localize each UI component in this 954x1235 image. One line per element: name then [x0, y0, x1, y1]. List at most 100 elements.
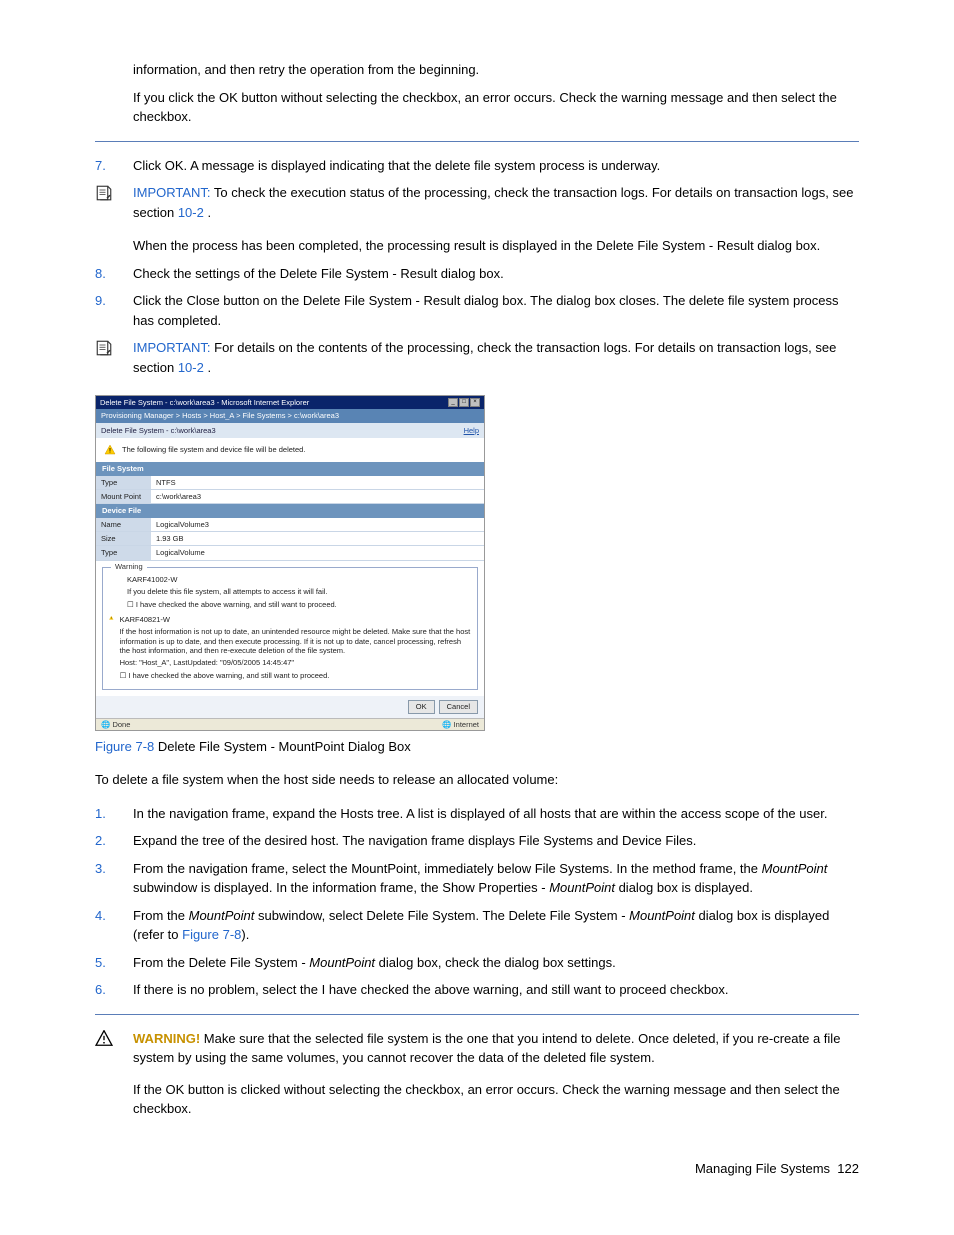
- alert-text: The following file system and device fil…: [122, 445, 305, 454]
- step-text: From the MountPoint subwindow, select De…: [133, 906, 859, 945]
- figure-label: Figure 7-8: [95, 739, 154, 754]
- step-2: 2. Expand the tree of the desired host. …: [95, 831, 859, 851]
- warn-host: Host: "Host_A", LastUpdated: "09/05/2005…: [120, 658, 471, 667]
- cont-p2: If you click the OK button without selec…: [133, 88, 859, 127]
- step-number: 2.: [95, 831, 133, 851]
- step-number: 8.: [95, 264, 133, 284]
- figure-link[interactable]: Figure 7-8: [182, 927, 241, 942]
- status-bar: 🌐 Done 🌐 Internet: [96, 718, 484, 730]
- page-footer: Managing File Systems 122: [95, 1159, 859, 1179]
- breadcrumb: Provisioning Manager > Hosts > Host_A > …: [96, 409, 484, 422]
- step-text: From the Delete File System - MountPoint…: [133, 953, 859, 973]
- important-tail: .: [204, 205, 211, 220]
- warning-legend: Warning: [111, 562, 147, 571]
- cell-label: Name: [96, 518, 151, 531]
- important-body: IMPORTANT: For details on the contents o…: [133, 338, 859, 377]
- step-text: Click OK. A message is displayed indicat…: [133, 156, 859, 176]
- cell-value: c:\work\area3: [151, 490, 484, 503]
- important-note-1: IMPORTANT: To check the execution status…: [95, 183, 859, 256]
- step-text: Check the settings of the Delete File Sy…: [133, 264, 859, 284]
- footer-page: 122: [837, 1161, 859, 1176]
- intro-paragraph: To delete a file system when the host si…: [95, 770, 859, 790]
- minimize-icon[interactable]: _: [448, 398, 458, 407]
- note-icon: [95, 183, 133, 256]
- important-label: IMPORTANT:: [133, 185, 211, 200]
- step-text: In the navigation frame, expand the Host…: [133, 804, 859, 824]
- step-number: 4.: [95, 906, 133, 945]
- warn-msg: If the host information is not up to dat…: [120, 627, 471, 655]
- status-zone: 🌐 Internet: [442, 720, 479, 729]
- figure-caption-text: Delete File System - MountPoint Dialog B…: [154, 739, 411, 754]
- warn-msg: If you delete this file system, all atte…: [127, 587, 471, 596]
- step-4: 4. From the MountPoint subwindow, select…: [95, 906, 859, 945]
- step-number: 3.: [95, 859, 133, 898]
- step-1: 1. In the navigation frame, expand the H…: [95, 804, 859, 824]
- cell-label: Type: [96, 476, 151, 489]
- section-link[interactable]: 10-2: [178, 205, 204, 220]
- proceed-checkbox[interactable]: ☐ I have checked the above warning, and …: [127, 600, 471, 609]
- maximize-icon[interactable]: □: [459, 398, 469, 407]
- warning-triangle-icon: !: [104, 444, 116, 456]
- divider: [95, 141, 859, 142]
- status-done: 🌐 Done: [101, 720, 130, 729]
- cell-value: 1.93 GB: [151, 532, 484, 545]
- step-7: 7. Click OK. A message is displayed indi…: [95, 156, 859, 176]
- warning-label: WARNING!: [133, 1031, 200, 1046]
- after-important-text: When the process has been completed, the…: [133, 236, 859, 256]
- warning-body: WARNING! Make sure that the selected fil…: [133, 1029, 859, 1119]
- step-6: 6. If there is no problem, select the I …: [95, 980, 859, 1000]
- step-number: 5.: [95, 953, 133, 973]
- cell-value: LogicalVolume3: [151, 518, 484, 531]
- important-text: For details on the contents of the proce…: [133, 340, 836, 375]
- df-header: Device File: [96, 504, 484, 517]
- divider: [95, 1014, 859, 1015]
- warning-triangle-icon: !: [109, 612, 114, 624]
- warning-group: Warning KARF41002-W If you delete this f…: [102, 567, 478, 690]
- warning-p2: If the OK button is clicked without sele…: [133, 1080, 859, 1119]
- warning-p1: Make sure that the selected file system …: [133, 1031, 840, 1066]
- dialog-alert: ! The following file system and device f…: [96, 438, 484, 462]
- important-text: To check the execution status of the pro…: [133, 185, 853, 220]
- dialog-screenshot: Delete File System - c:\work\area3 - Mic…: [95, 395, 485, 731]
- cell-label: Mount Point: [96, 490, 151, 503]
- step-5: 5. From the Delete File System - MountPo…: [95, 953, 859, 973]
- ok-button[interactable]: OK: [408, 700, 435, 713]
- cont-p1: information, and then retry the operatio…: [133, 60, 859, 80]
- table-row: TypeNTFS: [96, 476, 484, 490]
- figure-7-8: Delete File System - c:\work\area3 - Mic…: [95, 395, 859, 756]
- step-text: From the navigation frame, select the Mo…: [133, 859, 859, 898]
- step-8: 8. Check the settings of the Delete File…: [95, 264, 859, 284]
- step-text: Click the Close button on the Delete Fil…: [133, 291, 859, 330]
- dialog-subheader: Delete File System - c:\work\area3 Help: [96, 423, 484, 438]
- step-number: 9.: [95, 291, 133, 330]
- step-text: If there is no problem, select the I hav…: [133, 980, 859, 1000]
- cell-label: Size: [96, 532, 151, 545]
- dialog-buttons: OK Cancel: [96, 696, 484, 717]
- table-row: Mount Pointc:\work\area3: [96, 490, 484, 504]
- step-3: 3. From the navigation frame, select the…: [95, 859, 859, 898]
- footer-section: Managing File Systems: [695, 1161, 830, 1176]
- warning-icon: [95, 1029, 133, 1119]
- section-link[interactable]: 10-2: [178, 360, 204, 375]
- svg-text:!: !: [109, 449, 111, 455]
- warning-note: WARNING! Make sure that the selected fil…: [95, 1029, 859, 1119]
- cell-label: Type: [96, 546, 151, 559]
- help-link[interactable]: Help: [464, 426, 479, 435]
- step-number: 1.: [95, 804, 133, 824]
- important-tail: .: [204, 360, 211, 375]
- step-9: 9. Click the Close button on the Delete …: [95, 291, 859, 330]
- continuation-block: information, and then retry the operatio…: [133, 60, 859, 127]
- dialog-titlebar: Delete File System - c:\work\area3 - Mic…: [96, 396, 484, 409]
- proceed-checkbox[interactable]: ☐ I have checked the above warning, and …: [120, 671, 471, 680]
- warn-code: KARF40821-W: [120, 615, 471, 624]
- step-number: 6.: [95, 980, 133, 1000]
- table-row: NameLogicalVolume3: [96, 518, 484, 532]
- step-number: 7.: [95, 156, 133, 176]
- close-icon[interactable]: ×: [470, 398, 480, 407]
- cell-value: NTFS: [151, 476, 484, 489]
- step-text: Expand the tree of the desired host. The…: [133, 831, 859, 851]
- cancel-button[interactable]: Cancel: [439, 700, 478, 713]
- dialog-subtitle: Delete File System - c:\work\area3: [101, 426, 216, 435]
- note-icon: [95, 338, 133, 377]
- important-label: IMPORTANT:: [133, 340, 211, 355]
